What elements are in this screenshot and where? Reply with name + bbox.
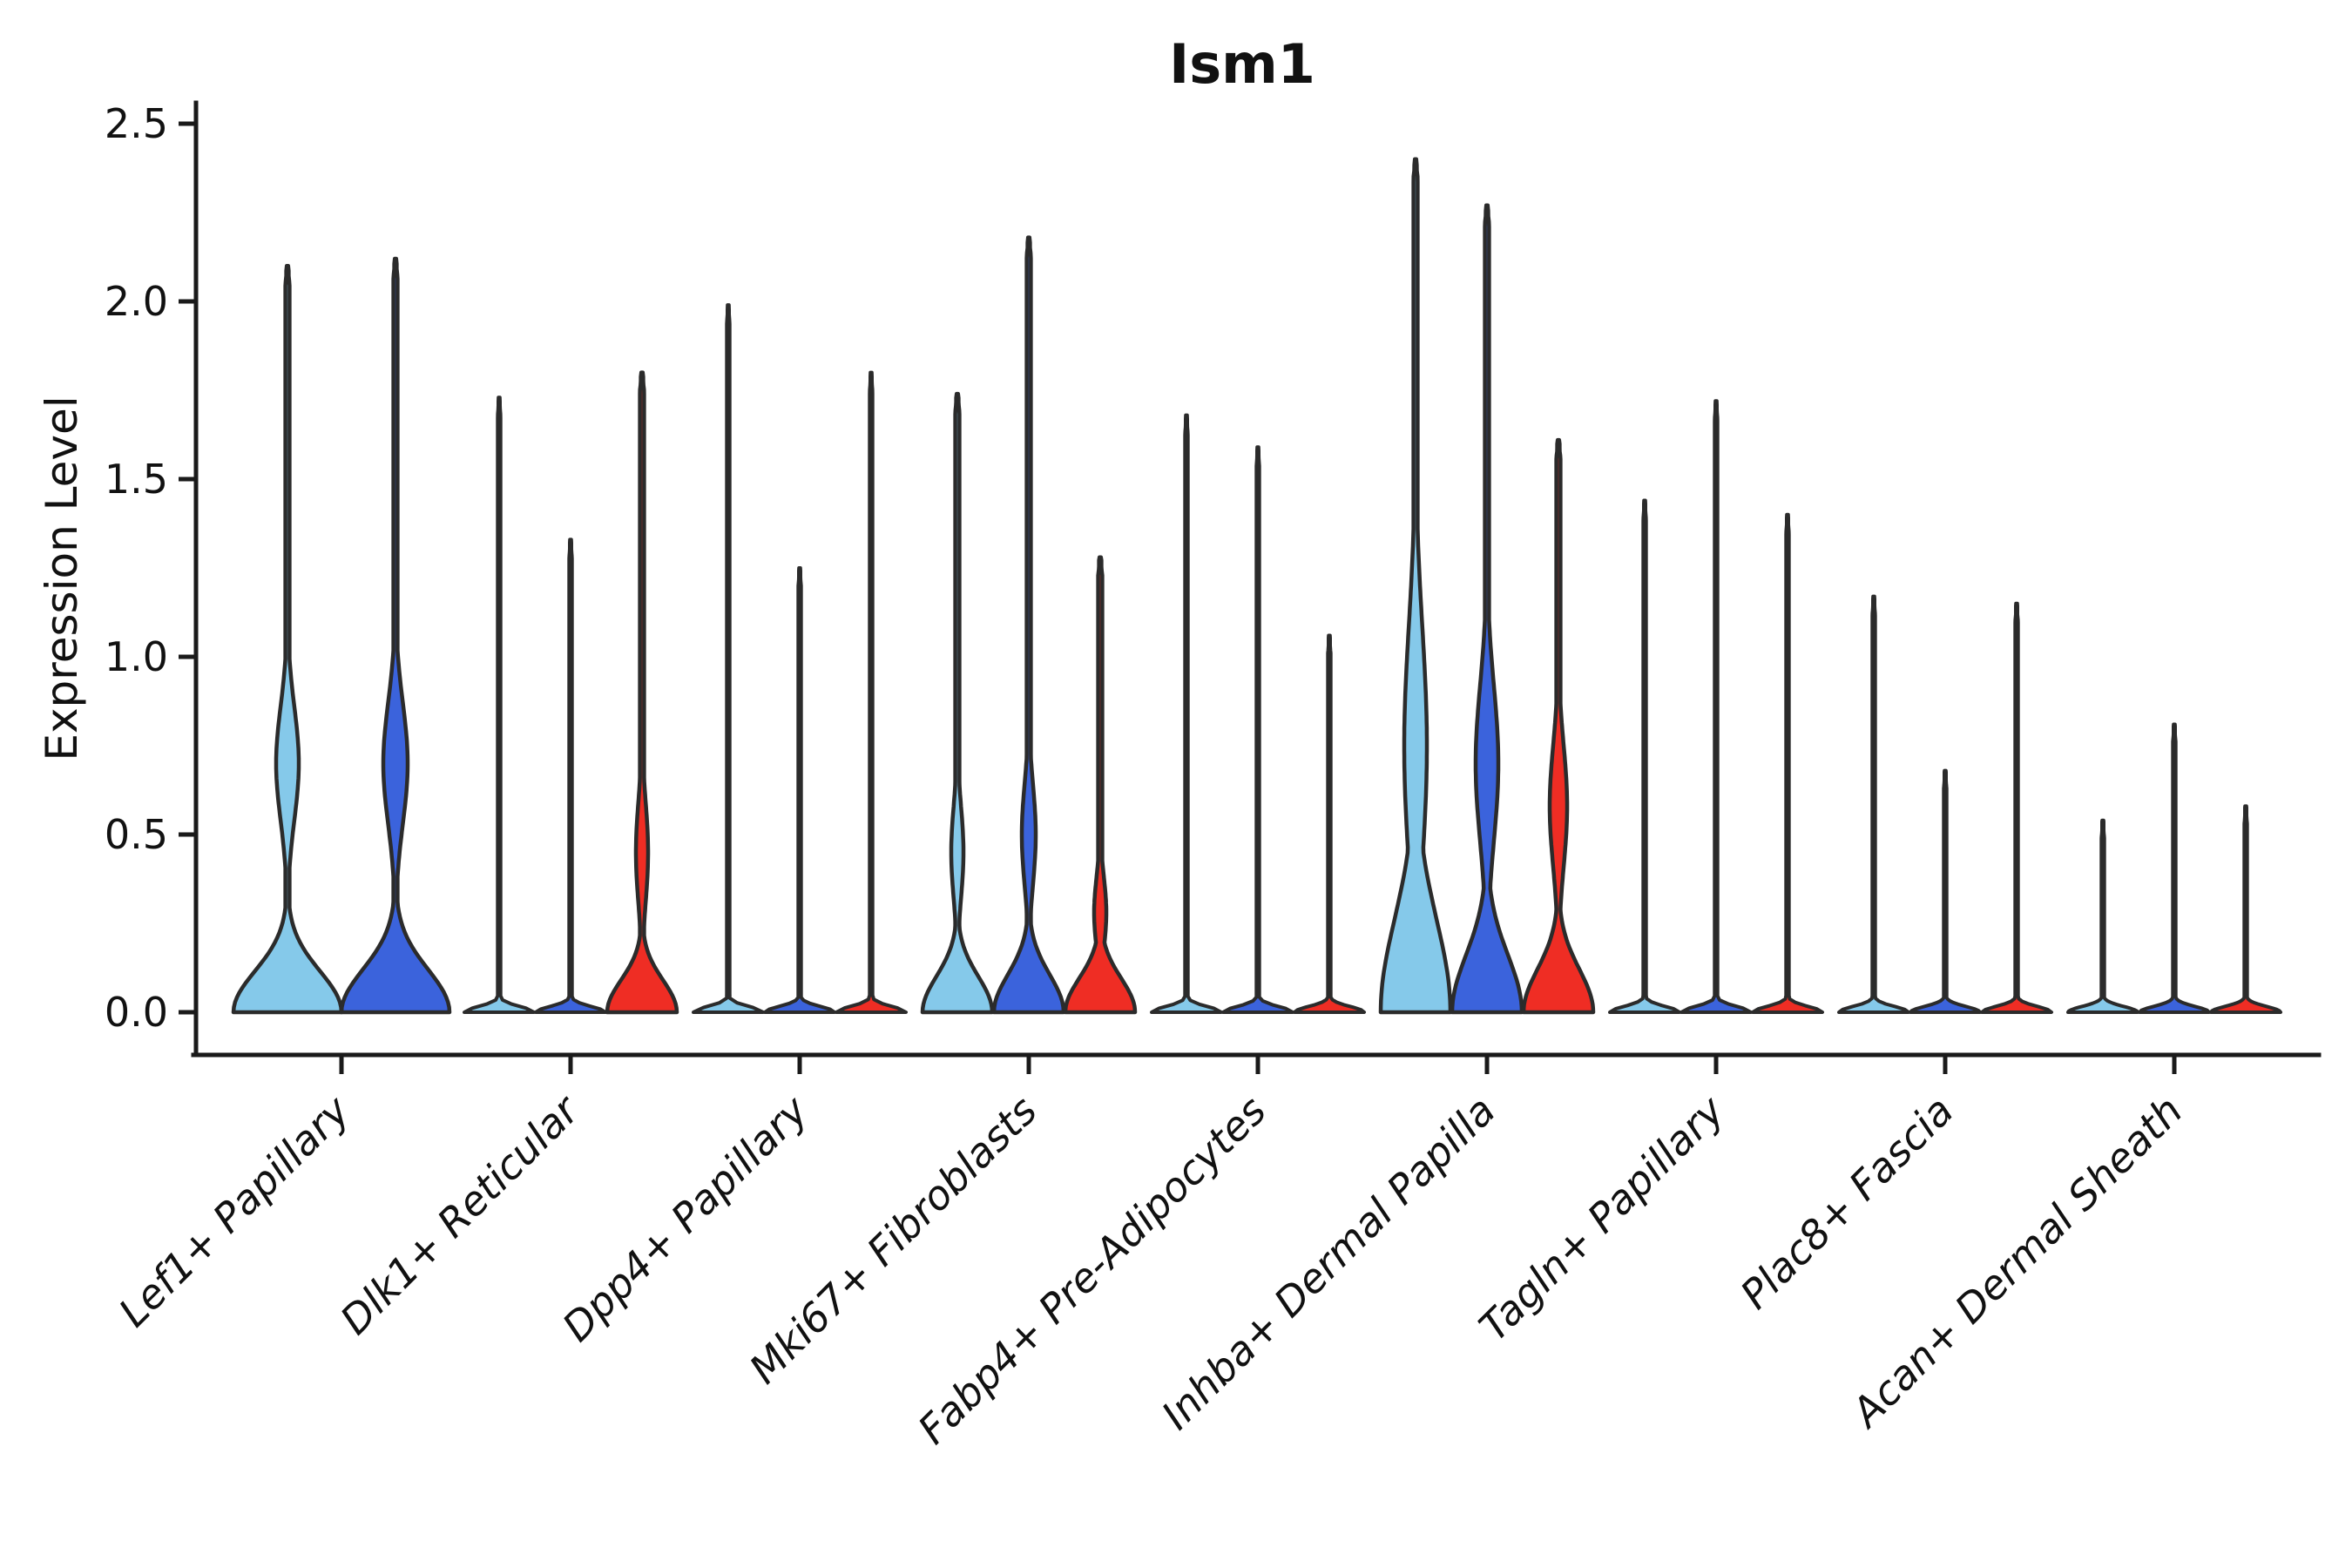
violins-layer (231, 157, 2282, 1015)
violin-dark_blue (1450, 203, 1524, 1015)
violin-red (605, 370, 679, 1015)
violin-dark_blue (1909, 768, 1982, 1014)
violin-dark_blue (534, 537, 607, 1014)
violin-light_blue (1837, 594, 1910, 1014)
violin-light_blue (1378, 157, 1453, 1015)
violin-light_blue (692, 303, 765, 1014)
violin-light_blue (2066, 818, 2139, 1014)
y-axis-label: Expression Level (37, 395, 87, 760)
violin-red (1980, 601, 2053, 1014)
violin-dark_blue (339, 256, 452, 1015)
violin-light_blue (1608, 498, 1681, 1014)
violin-dark_blue (2138, 722, 2211, 1014)
y-tick-label: 2.0 (105, 278, 168, 325)
x-tick-label: Plac8+ Fascia (1731, 1087, 1962, 1318)
y-tick-label: 2.5 (105, 100, 168, 147)
violin-dark_blue (1221, 445, 1294, 1014)
chart-title: Ism1 (1169, 32, 1315, 96)
y-axis-ticks: 0.0 0.5 1.0 1.5 2.0 2.5 (105, 100, 196, 1036)
violin-red (1293, 633, 1366, 1014)
violin-light_blue (463, 395, 536, 1014)
x-tick-label: Lef1+ Papillary (110, 1086, 359, 1335)
violin-dark_blue (1680, 399, 1753, 1014)
x-axis-labels: Lef1+ Papillary Dlk1+ Reticular Dpp4+ Pa… (110, 1085, 2192, 1453)
violin-red (1063, 555, 1138, 1015)
violin-red (2209, 804, 2282, 1014)
x-tick-label: Tagln+ Papillary (1470, 1086, 1734, 1350)
x-axis-ticks (339, 1055, 2177, 1074)
y-tick-label: 1.0 (105, 633, 168, 680)
violin-red (1521, 437, 1596, 1015)
y-tick-label: 0.0 (105, 989, 168, 1036)
violin-red (1751, 512, 1824, 1014)
x-tick-label: Dlk1+ Reticular (331, 1085, 590, 1343)
violin-light_blue (1150, 413, 1223, 1014)
violin-light_blue (920, 391, 995, 1015)
violin-red (835, 370, 908, 1014)
y-tick-label: 1.5 (105, 456, 168, 503)
violin-dark_blue (763, 566, 836, 1014)
x-tick-label: Dpp4+ Papillary (553, 1086, 817, 1350)
violin-dark_blue (991, 235, 1066, 1015)
violin-light_blue (231, 263, 344, 1015)
y-tick-label: 0.5 (105, 811, 168, 858)
